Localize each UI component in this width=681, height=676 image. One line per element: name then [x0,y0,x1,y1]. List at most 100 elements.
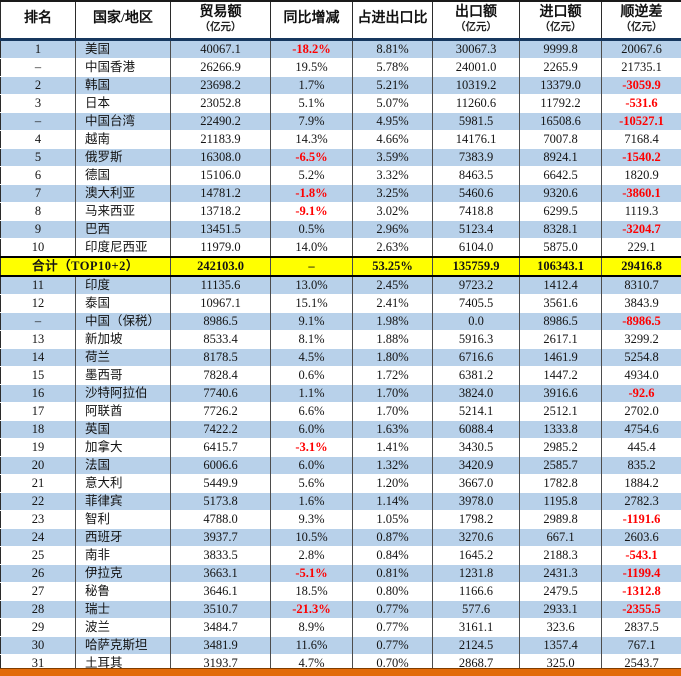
table-row: 9 巴西 13451.5 0.5% 2.96% 5123.4 8328.1 -3204.7 [0,219,681,238]
cell-share: 0.70% [352,653,433,672]
cell-imports: 2512.1 [519,401,602,420]
cell-share: 4.95% [352,111,433,130]
col-header-label: 贸易额 [199,5,242,21]
cell-balance: 229.1 [601,237,681,257]
col-header-country: 国家/地区 [75,0,171,41]
cell-rank: 14 [0,347,76,366]
cell-yoy-change: 11.6% [270,635,353,654]
table-row: 19 加拿大 6415.7 -3.1% 1.41% 3430.5 2985.2 445.4 [0,437,681,456]
table-header: 排名 国家/地区 贸易额 （亿元） 同比增减 占进出口比 [0,0,681,41]
cell-rank: 27 [0,581,76,600]
cell-imports: 2989.8 [519,509,602,528]
cell-trade-volume: 3646.1 [170,581,271,600]
cell-balance: -2355.5 [601,599,681,618]
cell-share: 0.77% [352,635,433,654]
cell-share: 1.20% [352,473,433,492]
cell-imports: 2585.7 [519,455,602,474]
cell-rank: 1 [0,38,76,58]
cell-exports: 6104.0 [432,237,520,257]
cell-imports: 9320.6 [519,183,602,202]
cell-imports: 5875.0 [519,237,602,257]
cell-exports: 5916.3 [432,329,520,348]
table-row: 29 波兰 3484.7 8.9% 0.77% 3161.1 323.6 2837.5 [0,617,681,636]
cell-rank: 4 [0,129,76,148]
cell-trade-volume: 7828.4 [170,365,271,384]
cell-trade-volume: 6006.6 [170,455,271,474]
cell-rank: 30 [0,635,76,654]
cell-yoy-change: 5.2% [270,165,353,184]
cell-yoy-change: -9.1% [270,201,353,220]
cell-trade-volume: 23052.8 [170,93,271,112]
cell-balance: -10527.1 [601,111,681,130]
cell-country: 印度尼西亚 [75,237,171,257]
cell-imports: 2985.2 [519,437,602,456]
table-row: 15 墨西哥 7828.4 0.6% 1.72% 6381.2 1447.2 4934.0 [0,365,681,384]
cell-trade-volume: 4788.0 [170,509,271,528]
cell-yoy-change: 10.5% [270,527,353,546]
cell-balance: 1884.2 [601,473,681,492]
cell-country: 新加坡 [75,329,171,348]
cell-country: 智利 [75,509,171,528]
cell-imports: 1412.4 [519,275,602,294]
cell-rank: 8 [0,201,76,220]
cell-trade-volume: 22490.2 [170,111,271,130]
cell-exports: 5123.4 [432,219,520,238]
cell-imports: 6299.5 [519,201,602,220]
cell-rank: – [0,311,76,330]
cell-rank: 22 [0,491,76,510]
cell-exports: 5460.6 [432,183,520,202]
col-header-label: 占进出口比 [357,11,428,27]
col-header-label: 出口额 [455,5,497,21]
cell-country: 英国 [75,419,171,438]
cell-yoy-change: 0.5% [270,219,353,238]
cell-yoy-change: 5.1% [270,93,353,112]
cell-country: 德国 [75,165,171,184]
cell-exports: 9723.2 [432,275,520,294]
table-row: 25 南非 3833.5 2.8% 0.84% 1645.2 2188.3 -543.1 [0,545,681,564]
cell-balance: -531.6 [601,93,681,112]
cell-imports: 1357.4 [519,635,602,654]
cell-balance: 21735.1 [601,57,681,76]
cell-imports: 2933.1 [519,599,602,618]
cell-balance: 7168.4 [601,129,681,148]
cell-share: 1.88% [352,329,433,348]
cell-imports: 2479.5 [519,581,602,600]
col-header-label: 同比增减 [283,11,340,27]
cell-rank: 7 [0,183,76,202]
cell-imports: 1333.8 [519,419,602,438]
cell-balance: -1191.6 [601,509,681,528]
cell-balance: 835.2 [601,455,681,474]
cell-balance: 2837.5 [601,617,681,636]
cell-imports: 2265.9 [519,57,602,76]
cell-balance: -1199.4 [601,563,681,582]
cell-imports: 3916.6 [519,383,602,402]
cell-imports: 325.0 [519,653,602,672]
col-header-share: 占进出口比 [352,0,433,41]
table-row: 11 印度 11135.6 13.0% 2.45% 9723.2 1412.4 8310.7 [0,275,681,294]
col-header-imports: 进口额 （亿元） [519,0,602,41]
cell-yoy-change: 18.5% [270,581,353,600]
cell-trade-volume: 5173.8 [170,491,271,510]
cell-imports: 1195.8 [519,491,602,510]
cell-country: 中国台湾 [75,111,171,130]
cell-imports: 3561.6 [519,293,602,312]
cell-exports: 3667.0 [432,473,520,492]
cell-trade-volume: 10967.1 [170,293,271,312]
cell-trade-volume: 3937.7 [170,527,271,546]
cell-imports: 667.1 [519,527,602,546]
cell-yoy-change: 1.7% [270,75,353,94]
cell-yoy-change: -5.1% [270,563,353,582]
cell-share: 5.78% [352,57,433,76]
cell-balance: -3860.1 [601,183,681,202]
cell-balance: 8310.7 [601,275,681,294]
cell-rank: – [0,111,76,130]
cell-country: 瑞士 [75,599,171,618]
cell-balance: 2543.7 [601,653,681,672]
cell-rank: 3 [0,93,76,112]
cell-exports: 3420.9 [432,455,520,474]
cell-imports: 2188.3 [519,545,602,564]
cell-yoy-change: 1.6% [270,491,353,510]
cell-yoy-change: 14.3% [270,129,353,148]
cell-imports: 16508.6 [519,111,602,130]
cell-share: 5.07% [352,93,433,112]
